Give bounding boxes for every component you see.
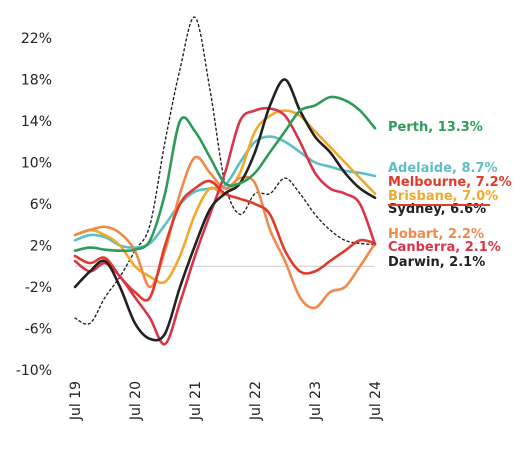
y-tick-label: 18% (21, 73, 52, 89)
series-label: Darwin, 2.1% (388, 255, 485, 270)
y-tick-label: 6% (30, 197, 52, 213)
y-axis-ticks: -10% -6% -2% 2% 6% 10% 14% 18% 22% (16, 31, 52, 379)
y-tick-label: -6% (25, 322, 52, 338)
series-label: Melbourne, 7.2% (388, 175, 512, 190)
x-tick-label: Jul 24 (368, 381, 384, 421)
x-tick-label: Jul 22 (248, 381, 264, 421)
y-tick-label: 10% (21, 156, 52, 172)
x-tick-label: Jul 20 (128, 381, 144, 421)
series-line (73, 106, 377, 346)
x-tick-label: Jul 23 (308, 381, 324, 421)
series-line (73, 78, 377, 342)
y-tick-label: -2% (25, 280, 52, 296)
y-tick-label: 22% (21, 31, 52, 47)
y-tick-label: 14% (21, 114, 52, 130)
series-line (73, 95, 377, 253)
series-lines (73, 16, 377, 346)
y-tick-label: 2% (30, 239, 52, 255)
series-line (73, 109, 377, 285)
series-line (74, 16, 376, 325)
y-tick-label: -10% (16, 363, 52, 379)
series-label: Brisbane, 7.0% (388, 189, 498, 204)
series-line (73, 155, 377, 310)
series-labels: Perth, 13.3% Adelaide, 8.7%Melbourne, 7.2… (388, 120, 512, 270)
x-tick-label: Jul 21 (188, 381, 204, 421)
x-axis-ticks: Jul 19 Jul 20 Jul 21 Jul 22 Jul 23 Jul 24 (68, 381, 384, 421)
series-label: Adelaide, 8.7% (388, 161, 498, 176)
x-tick-label: Jul 19 (68, 381, 84, 421)
series-line (73, 135, 377, 249)
series-label: Canberra, 2.1% (388, 240, 501, 255)
series-line (73, 179, 377, 302)
series-label: Perth, 13.3% (388, 120, 483, 135)
series-label: Hobart, 2.2% (388, 227, 484, 242)
